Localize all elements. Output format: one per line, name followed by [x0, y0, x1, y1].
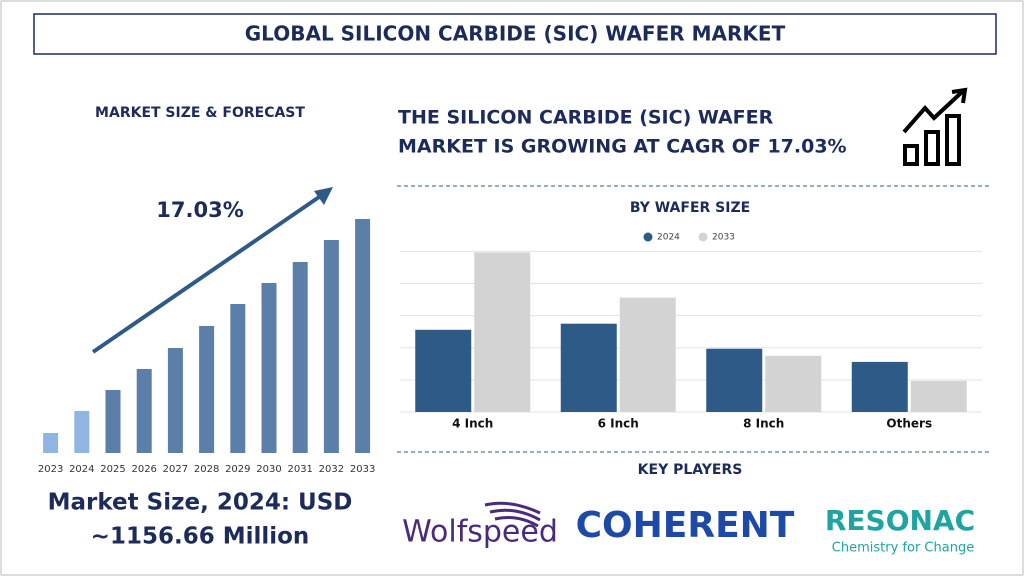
x-tick-label: 2025: [100, 464, 125, 475]
x-tick-label: 8 Inch: [743, 417, 784, 431]
bar: [230, 304, 246, 453]
x-tick-label: 2029: [225, 464, 250, 475]
x-tick-label: 2024: [69, 464, 94, 475]
logo-mark: [484, 501, 541, 528]
bar: [261, 283, 277, 453]
company-logo: COHERENT: [576, 505, 795, 546]
market-size: Market Size, 2024: USD: [48, 490, 353, 516]
x-tick-label: 2030: [256, 464, 281, 475]
market-size: ~1156.66 Million: [91, 524, 310, 550]
bar: [560, 323, 617, 412]
bar: [74, 411, 90, 453]
headline: THE SILICON CARBIDE (SIC) WAFER: [398, 107, 774, 129]
x-tick-label: 2027: [163, 464, 188, 475]
chart-title: BY WAFER SIZE: [630, 200, 750, 216]
x-tick-label: 6 Inch: [598, 417, 639, 431]
bar: [415, 329, 472, 412]
page-title: GLOBAL SILICON CARBIDE (SIC) WAFER MARKE…: [245, 22, 786, 46]
bar: [167, 348, 183, 453]
x-tick-label: Others: [886, 417, 932, 431]
legend-swatch: [643, 232, 653, 242]
headline: MARKET IS GROWING AT CAGR OF 17.03%: [398, 136, 847, 158]
bar: [136, 369, 152, 453]
company-tagline: Chemistry for Change: [832, 541, 974, 556]
bar: [355, 219, 371, 453]
bar: [910, 380, 967, 412]
x-tick-label: 2023: [38, 464, 63, 475]
bar: [323, 240, 339, 453]
bar: [706, 348, 763, 412]
legend-label: 2033: [712, 233, 735, 243]
company-logo: Wolfspeed: [402, 515, 558, 550]
bar: [199, 326, 215, 453]
bar: [43, 433, 59, 453]
legend-swatch: [698, 232, 708, 242]
growth-arrow: [91, 193, 324, 354]
x-tick-label: 2032: [319, 464, 344, 475]
title-box: [33, 13, 997, 55]
bar: [292, 262, 308, 453]
company-logo: RESONAC: [825, 504, 975, 537]
x-tick-label: 2033: [350, 464, 375, 475]
x-tick-label: 2031: [287, 464, 312, 475]
x-tick-label: 4 Inch: [452, 417, 493, 431]
cagr-annotation: 17.03%: [156, 198, 243, 222]
legend-label: 2024: [657, 233, 680, 243]
key-players-heading: KEY PLAYERS: [638, 462, 743, 478]
bar: [619, 297, 676, 412]
x-tick-label: 2026: [131, 464, 156, 475]
bar: [105, 390, 121, 453]
arrow-head: [314, 187, 333, 205]
bar: [474, 252, 531, 412]
growth-icon: [902, 87, 968, 166]
bar: [851, 361, 908, 412]
bar: [765, 355, 822, 412]
forecast-heading: MARKET SIZE & FORECAST: [95, 105, 305, 121]
x-tick-label: 2028: [194, 464, 219, 475]
